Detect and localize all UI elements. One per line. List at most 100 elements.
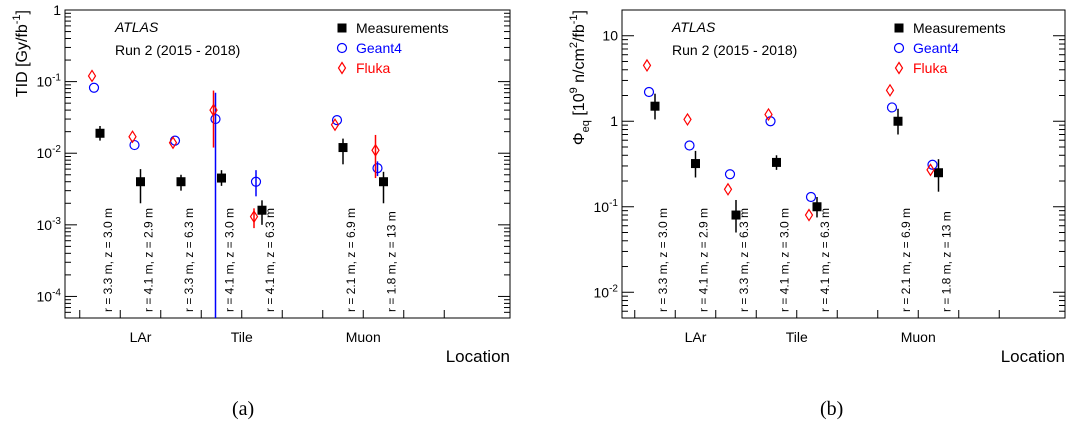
location-label: r = 1.8 m, z = 13 m xyxy=(385,211,399,312)
y-tick-base: 10 xyxy=(37,288,53,304)
y-axis-title-unit: /fb xyxy=(571,24,588,42)
y-tick-label: 10-1 xyxy=(37,73,62,90)
point-circle xyxy=(250,176,262,187)
y-tick-label: 10-2 xyxy=(594,283,619,300)
y-axis-title-tail: ] xyxy=(571,10,588,14)
legend-marker-circle xyxy=(893,42,905,54)
point-circle xyxy=(927,159,938,170)
location-label: r = 3.3 m, z = 3.0 m xyxy=(101,208,115,312)
x-group-label: Tile xyxy=(786,329,808,345)
point-circle xyxy=(372,162,383,174)
y-tick-base: 10 xyxy=(37,217,53,233)
y-axis-title: TID [Gy/fb-1] xyxy=(11,10,31,97)
y-tick-exponent: -1 xyxy=(52,73,61,84)
y-tick-exponent: -4 xyxy=(52,287,61,298)
point-square xyxy=(812,202,822,212)
point-circle xyxy=(210,113,221,125)
point-square xyxy=(257,205,267,215)
y-tick-base: 10 xyxy=(37,74,53,90)
y-tick-exponent: -2 xyxy=(52,144,61,155)
point-circle xyxy=(886,102,898,113)
legend-label: Geant4 xyxy=(913,40,959,56)
x-group-label: LAr xyxy=(685,329,707,345)
point-square xyxy=(136,177,145,187)
point-diamond xyxy=(330,118,340,132)
y-axis-title-sup: -1 xyxy=(11,14,23,24)
plot-frame xyxy=(621,9,1066,319)
legend-label: Measurements xyxy=(913,20,1006,36)
legend-marker-square xyxy=(337,23,347,33)
point-square xyxy=(731,210,741,220)
y-tick-base: 10 xyxy=(594,284,610,300)
point-diamond xyxy=(926,163,935,177)
point-square xyxy=(379,177,388,187)
legend-marker-diamond xyxy=(337,61,347,75)
y-axis-title-main: TID [Gy/fb xyxy=(14,24,31,97)
legend-label: Fluka xyxy=(913,60,947,76)
location-label: r = 2.1 m, z = 6.9 m xyxy=(899,208,913,312)
point-square xyxy=(650,101,660,111)
y-axis-title-sup: 9 xyxy=(568,87,580,93)
point-square xyxy=(893,116,903,126)
y-tick-label: 1 xyxy=(610,113,618,129)
point-circle xyxy=(331,115,343,126)
point-square xyxy=(176,177,186,187)
legend-label: Geant4 xyxy=(356,40,402,56)
legend-label: Fluka xyxy=(356,60,390,76)
point-diamond xyxy=(87,69,97,83)
caption-a: (a) xyxy=(232,398,255,420)
point-square xyxy=(217,173,226,183)
point-circle xyxy=(643,86,655,98)
location-label: r = 3.3 m, z = 3.0 m xyxy=(656,208,670,312)
point-square xyxy=(934,168,943,178)
location-label: r = 1.8 m, z = 13 m xyxy=(940,211,954,312)
y-tick-exponent: -1 xyxy=(609,198,618,209)
point-diamond xyxy=(371,143,380,157)
location-label: r = 4.1 m, z = 2.9 m xyxy=(142,208,156,312)
run-subheader: Run 2 (2015 - 2018) xyxy=(115,42,240,58)
point-square xyxy=(95,128,105,138)
x-axis-title: Location xyxy=(1001,347,1065,366)
y-tick-label: 10-4 xyxy=(37,287,62,304)
y-tick-exponent: -2 xyxy=(609,283,618,294)
y-axis-title-sup: -1 xyxy=(568,14,580,24)
y-tick-base: 10 xyxy=(37,145,53,161)
legend-marker-square xyxy=(894,23,904,33)
x-axis-title: Location xyxy=(446,347,510,366)
y-axis-title: Φeq [109 n/cm2/fb-1] xyxy=(568,10,592,145)
x-group-label: Muon xyxy=(901,329,936,345)
location-label: r = 4.1 m, z = 3.0 m xyxy=(778,208,792,312)
point-diamond xyxy=(885,83,895,97)
point-diamond xyxy=(683,112,692,127)
atlas-header: ATLAS xyxy=(114,19,159,35)
y-axis-title-unit: n/cm xyxy=(571,48,588,87)
point-diamond xyxy=(723,182,733,196)
y-tick-label: 1 xyxy=(53,2,61,18)
legend-marker-circle xyxy=(336,42,348,54)
x-group-label: Muon xyxy=(346,329,381,345)
legend-label: Measurements xyxy=(356,20,449,36)
location-label: r = 3.3 m, z = 6.3 m xyxy=(182,208,196,312)
y-axis-title-main: Φ xyxy=(571,132,588,145)
location-label: r = 2.1 m, z = 6.9 m xyxy=(344,208,358,312)
point-diamond xyxy=(168,136,178,150)
x-group-label: Tile xyxy=(231,329,253,345)
point-circle xyxy=(88,82,100,93)
point-diamond xyxy=(804,208,814,222)
y-axis-title-sup: 2 xyxy=(568,42,580,48)
y-axis-title-tail: ] xyxy=(14,10,31,14)
point-square xyxy=(772,157,781,167)
y-tick-base: 10 xyxy=(602,28,618,44)
point-diamond xyxy=(128,130,137,144)
y-tick-base: 1 xyxy=(53,2,61,18)
run-subheader: Run 2 (2015 - 2018) xyxy=(672,42,797,58)
y-axis-title-unit: [10 xyxy=(571,93,588,120)
point-circle xyxy=(684,140,695,151)
point-square xyxy=(691,159,700,169)
location-label: r = 3.3 m, z = 6.3 m xyxy=(737,208,751,312)
atlas-header: ATLAS xyxy=(671,19,716,35)
y-tick-label: 10-1 xyxy=(594,198,619,215)
